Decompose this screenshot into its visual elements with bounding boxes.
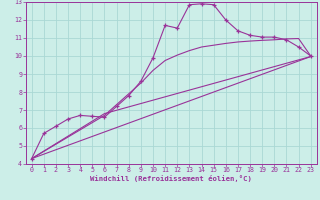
X-axis label: Windchill (Refroidissement éolien,°C): Windchill (Refroidissement éolien,°C) bbox=[90, 175, 252, 182]
